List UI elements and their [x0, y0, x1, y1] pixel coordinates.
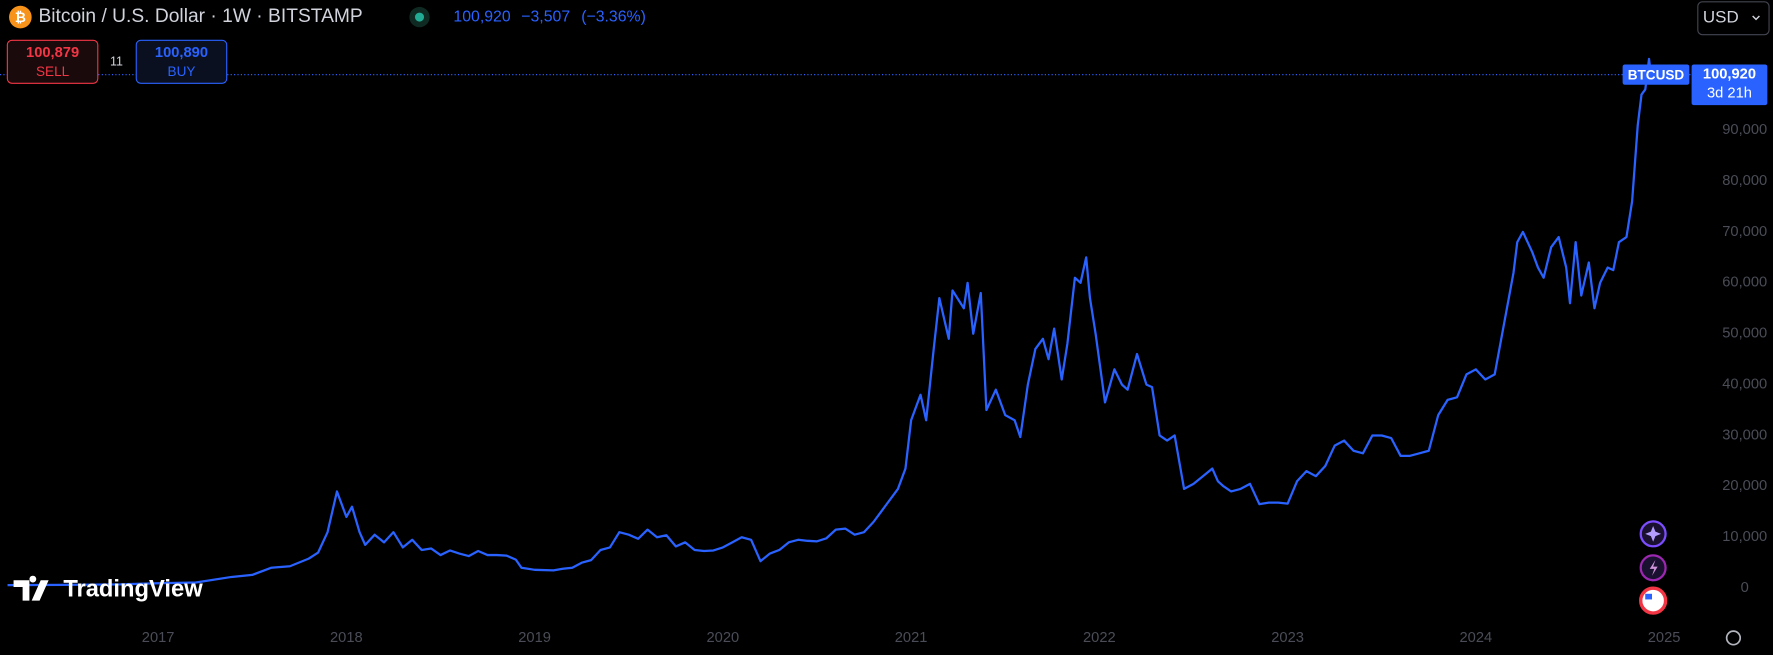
x-tick-label: 2021 — [895, 630, 928, 646]
buy-price[interactable]: 100,890 — [155, 45, 208, 61]
y-tick-label: 70,000 — [1722, 224, 1767, 240]
coin-icon-glyph: ₿ — [15, 10, 26, 25]
y-tick-label: 20,000 — [1722, 478, 1767, 494]
x-tick-label: 2023 — [1271, 630, 1304, 646]
x-tick-label: 2024 — [1460, 630, 1493, 646]
sell-price[interactable]: 100,879 — [26, 45, 79, 61]
symbol-title: Bitcoin / U.S. Dollar · 1W · BITSTAMP — [38, 6, 362, 27]
buy-button[interactable] — [135, 39, 228, 84]
y-tick-label: 90,000 — [1722, 122, 1767, 138]
economy-icon[interactable] — [1639, 586, 1668, 615]
market-status-dot — [414, 12, 425, 22]
x-tick-label: 2019 — [518, 630, 551, 646]
x-tick-label: 2020 — [707, 630, 740, 646]
y-tick-label: 60,000 — [1722, 275, 1767, 291]
y-tick-label: 0 — [1741, 580, 1749, 596]
x-tick-label: 2017 — [142, 630, 175, 646]
spread: 11 — [110, 55, 123, 69]
sell-label[interactable]: SELL — [36, 64, 70, 79]
countdown-label: 3d 21h — [1707, 86, 1752, 102]
currency-select[interactable] — [1697, 1, 1770, 36]
y-tick-label: 30,000 — [1722, 427, 1767, 443]
alerts-icon-glyph — [1649, 559, 1658, 576]
x-tick-label: 2018 — [330, 630, 363, 646]
brand-logo — [13, 575, 49, 601]
series-tag-box — [1622, 64, 1690, 85]
flag-canton — [1645, 593, 1653, 600]
settings-icon[interactable] — [1725, 630, 1742, 646]
last-price-label: 100,920 — [1703, 66, 1756, 82]
currency-caret — [1752, 15, 1760, 21]
y-tick-label: 40,000 — [1722, 376, 1767, 392]
header-change: −3,507 — [521, 8, 570, 25]
currency-label[interactable]: USD — [1703, 8, 1739, 27]
price-line — [7, 57, 1653, 587]
y-tick-label: 80,000 — [1722, 173, 1767, 189]
x-tick-label: 2022 — [1083, 630, 1116, 646]
header-change-pct: (−3.36%) — [581, 8, 646, 25]
plot-area: 0 10,000 20,000 30,000 40,000 50,000 60,000 70,… — [0, 57, 1768, 646]
ai-icon-glyph — [1645, 525, 1662, 542]
x-tick-label: 2025 — [1648, 630, 1681, 646]
header-price: 100,920 — [453, 8, 510, 25]
buy-label[interactable]: BUY — [168, 64, 196, 79]
series-tag: BTCUSD — [1628, 67, 1685, 82]
y-tick-label: 50,000 — [1722, 326, 1767, 342]
sell-button[interactable] — [6, 39, 99, 84]
coin-icon — [9, 5, 32, 29]
y-tick-label: 10,000 — [1722, 529, 1767, 545]
brand-name: TradingView — [63, 577, 203, 603]
last-price-box — [1691, 64, 1768, 106]
